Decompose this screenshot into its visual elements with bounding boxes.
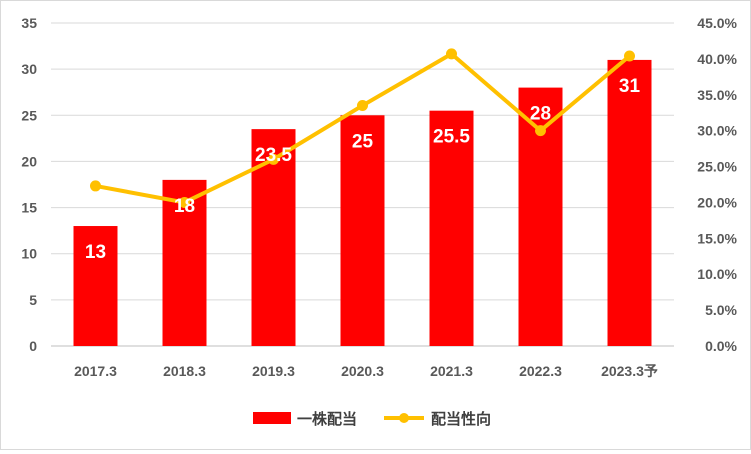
y-right-tick-label: 40.0% (697, 51, 737, 67)
y-right-tick-label: 35.0% (697, 87, 737, 103)
y-right-tick-label: 20.0% (697, 194, 737, 210)
y-right-tick-label: 0.0% (705, 338, 737, 354)
bar-data-label: 18 (174, 196, 195, 217)
line-point (268, 153, 279, 165)
x-tick-label: 2019.3 (252, 363, 295, 379)
bar-data-label: 23.5 (255, 145, 292, 166)
legend: 一株配当 配当性向 (253, 410, 491, 428)
y-right-tick-label: 15.0% (697, 230, 737, 246)
bar-data-label: 28 (530, 104, 551, 125)
bar-data-label: 13 (85, 242, 106, 263)
bar (429, 110, 474, 347)
left-axis-ticks: 0 5 10 15 20 25 30 35 (21, 15, 37, 354)
y-right-tick-label: 45.0% (697, 15, 737, 31)
bar-data-labels: 13 18 23.5 25 25.5 28 31 (85, 76, 641, 263)
x-tick-label: 2017.3 (74, 363, 117, 379)
bar-data-label: 25 (352, 131, 374, 152)
x-tick-label: 2023.3予 (601, 363, 658, 379)
y-left-tick-label: 5 (29, 292, 37, 308)
line-series (90, 48, 635, 208)
y-left-tick-label: 10 (21, 246, 37, 262)
y-left-tick-label: 30 (21, 61, 37, 77)
bar (340, 115, 385, 347)
bar-data-label: 25.5 (433, 127, 470, 148)
y-left-tick-label: 15 (21, 200, 37, 216)
x-tick-label: 2018.3 (163, 363, 206, 379)
legend-label-line: 配当性向 (431, 410, 491, 428)
y-right-tick-label: 5.0% (705, 302, 737, 318)
y-left-tick-label: 25 (21, 107, 37, 123)
x-tick-label: 2020.3 (341, 363, 384, 379)
x-tick-label: 2022.3 (519, 363, 562, 379)
legend-swatch-bar (253, 412, 291, 424)
line-point (90, 180, 101, 192)
legend-swatch-marker (399, 413, 409, 423)
y-left-tick-label: 0 (29, 338, 37, 354)
x-axis-ticks: 2017.3 2018.3 2019.3 2020.3 2021.3 2022.3 2023… (74, 363, 658, 379)
line-point (179, 196, 190, 208)
bar-data-label: 31 (619, 76, 641, 97)
y-left-tick-label: 20 (21, 153, 37, 169)
y-right-tick-label: 10.0% (697, 266, 737, 282)
line-point (535, 125, 546, 137)
bar-series (73, 59, 652, 347)
line-point (624, 50, 635, 62)
line-point (357, 100, 368, 112)
bar (607, 59, 652, 347)
y-left-tick-label: 35 (21, 15, 37, 31)
legend-label-bar: 一株配当 (297, 410, 357, 428)
right-axis-ticks: 0.0% 5.0% 10.0% 15.0% 20.0% 25.0% 30.0% 35.0% 40… (697, 15, 737, 354)
y-right-tick-label: 25.0% (697, 159, 737, 175)
x-tick-label: 2021.3 (430, 363, 473, 379)
y-right-tick-label: 30.0% (697, 123, 737, 139)
line-point (446, 48, 457, 60)
bar (73, 226, 118, 346)
